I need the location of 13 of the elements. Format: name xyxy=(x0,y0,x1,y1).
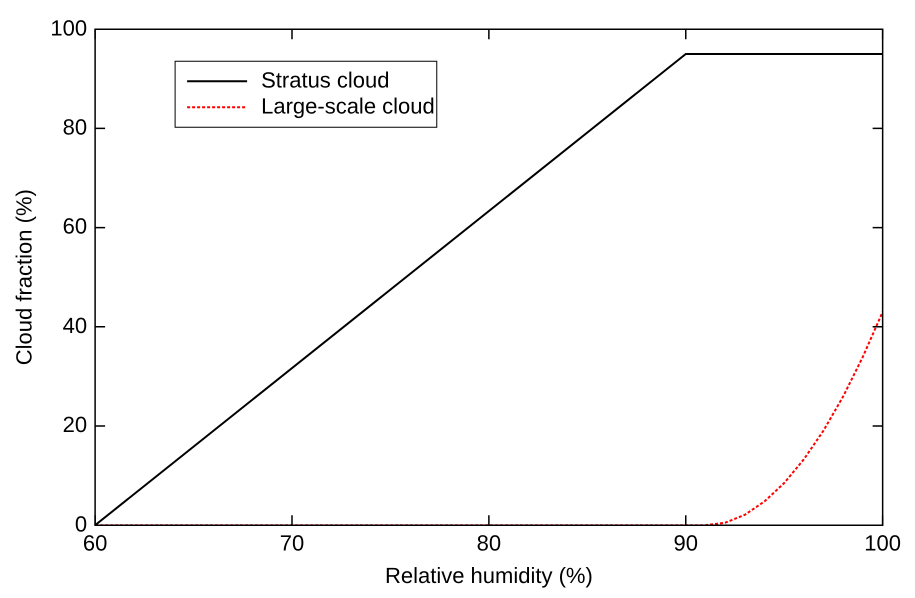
y-tick-label: 40 xyxy=(62,312,88,338)
y-tick-label: 80 xyxy=(62,114,88,140)
x-tick-label: 100 xyxy=(864,530,902,556)
legend-label: Stratus cloud xyxy=(261,67,390,92)
y-axis-title: Cloud fraction (%) xyxy=(11,189,36,366)
y-tick-label: 100 xyxy=(50,15,88,40)
legend-label: Large-scale cloud xyxy=(261,93,435,118)
x-tick-label: 90 xyxy=(674,530,698,556)
x-tick-label: 70 xyxy=(280,530,304,556)
y-tick-label: 60 xyxy=(62,214,88,239)
y-tick-label: 20 xyxy=(62,412,88,438)
x-axis-title: Relative humidity (%) xyxy=(384,562,593,588)
x-tick-label: 80 xyxy=(476,530,502,556)
